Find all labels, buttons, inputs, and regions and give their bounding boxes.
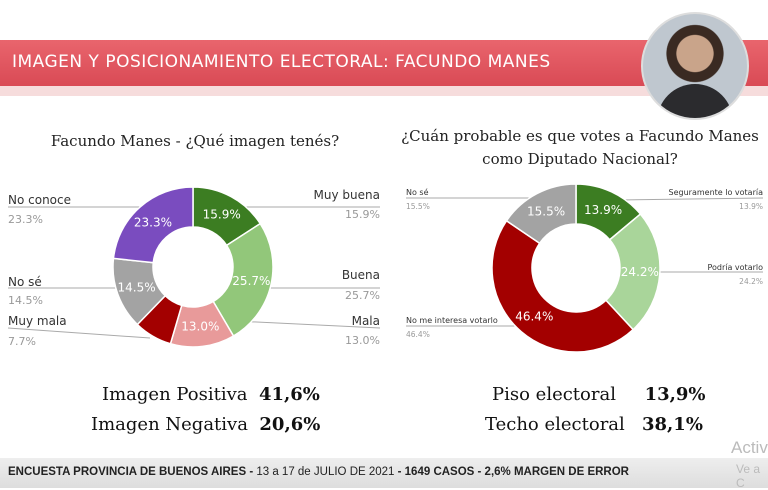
- donut-slice: [212, 222, 274, 338]
- label-no-se: No sé: [8, 275, 42, 289]
- slice-label: 25.7%: [232, 274, 270, 288]
- value-no-se: 14.5%: [8, 294, 43, 307]
- slice-label: 14.5%: [118, 280, 156, 294]
- positive-label: Imagen Positiva: [102, 384, 248, 405]
- slice-label: 46.4%: [515, 310, 553, 324]
- label-podria: Podría votarlo: [707, 263, 763, 272]
- header-shadow: [0, 86, 768, 96]
- donut-slice: [505, 183, 577, 245]
- slice-label: 13.9%: [584, 203, 622, 217]
- footer-text: ENCUESTA PROVINCIA DE BUENOS AIRES - 13 …: [8, 466, 629, 478]
- negative-label: Imagen Negativa: [91, 414, 248, 435]
- label-no-conoce: No conoce: [8, 193, 71, 207]
- footer-a: ENCUESTA PROVINCIA DE BUENOS AIRES -: [8, 466, 254, 478]
- label-muy-buena: Muy buena: [313, 188, 380, 202]
- floor-value: 13,9%: [644, 384, 706, 405]
- value-no-se-2: 15.5%: [406, 202, 430, 211]
- positive-value: 41,6%: [258, 384, 320, 405]
- donut-slice: [491, 219, 635, 353]
- ceiling-value: 38,1%: [641, 414, 703, 435]
- value-buena: 25.7%: [345, 289, 380, 302]
- donut-slice: [112, 186, 194, 264]
- left-chart-title: Facundo Manes - ¿Qué imagen tenés?: [50, 132, 340, 150]
- negative-image: Imagen Negativa 20,6%: [91, 414, 320, 435]
- negative-value: 20,6%: [259, 414, 321, 435]
- ceiling-label: Techo electoral: [485, 414, 625, 435]
- slice-label: 15.9%: [203, 207, 241, 221]
- value-no-conoce: 23.3%: [8, 213, 43, 226]
- slice-label: 13.0%: [181, 320, 219, 334]
- portrait-photo: [641, 12, 749, 120]
- right-chart-title-1: ¿Cuán probable es que votes a Facundo Ma…: [401, 127, 759, 145]
- label-muy-mala: Muy mala: [8, 314, 67, 328]
- slice-label: 24.2%: [621, 265, 659, 279]
- leader-line: [7, 327, 151, 339]
- footer-bar: [0, 458, 768, 488]
- slice-label: 15.5%: [527, 204, 565, 218]
- value-seguramente: 13.9%: [739, 202, 763, 211]
- value-muy-buena: 15.9%: [345, 208, 380, 221]
- footer-b: 13 a 17 de JULIO DE 2021: [253, 466, 398, 478]
- right-chart-title-2: como Diputado Nacional?: [482, 150, 678, 168]
- value-no-me-interesa: 46.4%: [406, 330, 430, 339]
- positive-image: Imagen Positiva 41,6%: [102, 384, 320, 405]
- value-podria: 24.2%: [739, 277, 763, 286]
- watermark-line1: Activ: [731, 438, 768, 457]
- label-no-me-interesa: No me interesa votarlo: [406, 316, 498, 325]
- label-buena: Buena: [341, 268, 380, 282]
- value-muy-mala: 7.7%: [8, 335, 36, 348]
- header-band: [0, 40, 768, 86]
- floor: Piso electoral 13,9%: [492, 384, 706, 405]
- slice-label: 23.3%: [134, 215, 172, 229]
- page-title: IMAGEN Y POSICIONAMIENTO ELECTORAL: FACU…: [12, 52, 551, 72]
- leader-line: [619, 197, 764, 201]
- value-mala: 13.0%: [345, 334, 380, 347]
- floor-label: Piso electoral: [492, 384, 616, 405]
- watermark-line2: Ve a C: [736, 462, 761, 490]
- label-seguramente: Seguramente lo votaría: [668, 188, 763, 197]
- ceiling: Techo electoral 38,1%: [485, 414, 703, 435]
- label-mala: Mala: [351, 314, 380, 328]
- label-no-se-2: No sé: [406, 188, 429, 197]
- footer-c: - 1649 CASOS - 2,6% MARGEN DE ERROR: [397, 466, 629, 478]
